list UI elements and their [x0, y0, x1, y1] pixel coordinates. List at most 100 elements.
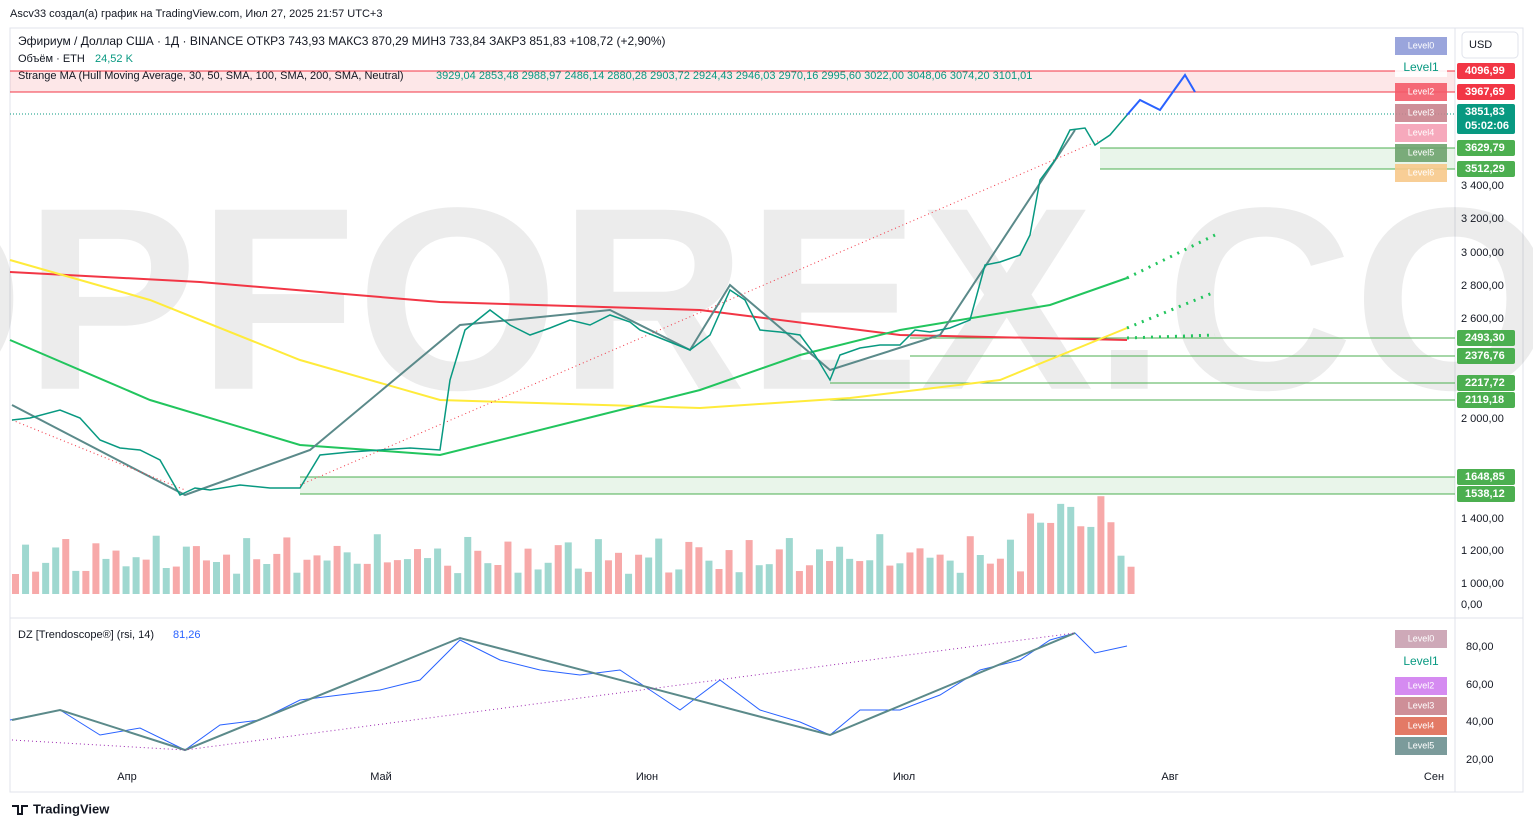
volume-bar [474, 550, 482, 594]
volume-bar [273, 553, 281, 594]
volume-bar [534, 569, 542, 594]
volume-bar [424, 558, 432, 594]
volume-bar [695, 547, 703, 594]
volume-bar [333, 545, 341, 594]
volume-bar [906, 552, 914, 594]
volume-bar [996, 558, 1004, 594]
volume-bar [584, 571, 592, 594]
volume-bar [434, 548, 442, 594]
month-label: Июл [893, 771, 915, 783]
volume-bar [866, 560, 874, 594]
rsi-level-box [1395, 630, 1447, 648]
green-zone [300, 477, 1455, 494]
month-label: Май [370, 771, 392, 783]
volume-bar [22, 544, 30, 594]
rsi-axis-label: 80,00 [1466, 641, 1494, 653]
price-tag [1457, 486, 1515, 502]
currency-button[interactable] [1461, 31, 1519, 59]
volume-bar [92, 543, 100, 594]
red-zone [10, 71, 1455, 92]
rsi-axis-label: 20,00 [1466, 754, 1494, 766]
ma-label: Strange MA (Hull Moving Average, 30, 50,… [18, 70, 404, 82]
volume-bar [926, 557, 934, 594]
volume-bar [765, 564, 773, 594]
currency[interactable]: USD [1469, 39, 1492, 51]
volume-bar [986, 563, 994, 594]
volume-bar [604, 560, 612, 594]
logo [12, 805, 28, 815]
month-label: Апр [117, 771, 136, 783]
volume-bar [233, 573, 241, 594]
price-tag-label: 2217,72 [1465, 377, 1505, 389]
price-tag-label: 4096,99 [1465, 65, 1505, 77]
rsi-axis-label: 40,00 [1466, 716, 1494, 728]
volume-bar [504, 541, 512, 594]
volume-bar [202, 560, 210, 594]
volume-bar [876, 534, 884, 594]
rsi-level-box [1395, 653, 1447, 671]
price-tag [1457, 392, 1515, 408]
volume-bar [665, 572, 673, 594]
price-tag-label: 3512,29 [1465, 163, 1505, 175]
volume-bar [946, 560, 954, 594]
volume-bar [102, 558, 110, 594]
volume-bar [444, 565, 452, 594]
volume-bar [1037, 522, 1045, 594]
rsi-level-label: Level2 [1408, 680, 1435, 690]
level-box [1395, 59, 1447, 77]
volume-bar [383, 562, 391, 594]
volume-bar [1097, 496, 1105, 594]
price-axis-label: 3 200,00 [1461, 213, 1504, 225]
volume-bar [52, 547, 60, 594]
price-tag-label: 3851,83 [1465, 106, 1505, 118]
volume-bar [795, 571, 803, 594]
symbol-line: Эфириум / Доллар США · 1Д · BINANCE ОТКР… [18, 34, 666, 48]
price-axis-label: 0,00 [1461, 599, 1482, 611]
volume-bar [12, 574, 19, 594]
volume-value: 24,52 K [95, 53, 134, 65]
footer: TradingView [33, 801, 110, 816]
volume-bar [805, 565, 813, 594]
price-axis-label: 1 000,00 [1461, 578, 1504, 590]
volume-bar [484, 563, 492, 594]
volume-bar [554, 545, 562, 594]
volume-bar [655, 538, 663, 594]
volume-bar [464, 536, 472, 594]
ma-50 [9, 277, 1128, 457]
volume-bar [182, 546, 190, 594]
level-label: Level2 [1408, 86, 1435, 96]
volume-bar [82, 570, 90, 594]
volume-bar [403, 559, 411, 594]
level-box [1395, 144, 1447, 162]
volume-bar [42, 562, 50, 594]
volume-bar [213, 562, 220, 594]
volume [12, 496, 1135, 594]
volume-bar [494, 564, 502, 594]
price-axis-label: 2 600,00 [1461, 313, 1504, 325]
rsi-level-label: Level1 [1403, 654, 1439, 668]
volume-bar [112, 550, 120, 594]
volume-bar [846, 558, 854, 594]
volume-bar [705, 560, 713, 594]
rsi-level-box [1395, 697, 1447, 715]
level-label: Level4 [1408, 127, 1435, 137]
volume-bar [353, 563, 361, 594]
volume-bar [1107, 522, 1115, 594]
zigzag [11, 129, 1076, 497]
volume-bar [1047, 522, 1055, 594]
rsi-axis-label: 60,00 [1466, 679, 1494, 691]
volume-bar [1006, 539, 1014, 594]
watermark: TOPFOREX.COM [0, 155, 1533, 445]
volume-bar [253, 559, 261, 594]
volume-bar [785, 538, 793, 594]
price-tag-label: 2376,76 [1465, 350, 1505, 362]
volume-bar [283, 537, 291, 594]
rsi-line [9, 632, 1128, 751]
volume-bar [373, 534, 381, 594]
level-label: Level3 [1408, 107, 1435, 117]
price-tag [1457, 140, 1515, 156]
volume-bar [615, 552, 622, 594]
